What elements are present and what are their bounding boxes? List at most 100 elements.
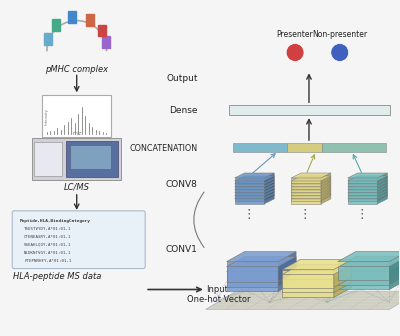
Text: NLDKNTVGY,A*01:01,1: NLDKNTVGY,A*01:01,1 [24,251,72,255]
Polygon shape [378,173,387,183]
Text: SSEAHLQOY,A*01:01,1: SSEAHLQOY,A*01:01,1 [24,243,72,247]
Polygon shape [264,179,274,189]
Polygon shape [348,179,387,184]
Polygon shape [291,199,321,204]
Polygon shape [226,266,278,287]
Polygon shape [338,257,400,266]
Text: ⋮: ⋮ [355,208,368,221]
Text: LC/MS: LC/MS [64,183,90,192]
Polygon shape [264,176,274,186]
Polygon shape [348,184,378,189]
Polygon shape [291,194,331,199]
Polygon shape [234,184,264,189]
Polygon shape [291,181,321,186]
Polygon shape [234,176,274,181]
Text: ⋮: ⋮ [299,208,311,221]
Polygon shape [348,181,378,186]
Polygon shape [389,252,400,280]
Polygon shape [378,182,387,192]
Polygon shape [348,178,378,183]
Polygon shape [234,199,264,204]
Text: CONV8: CONV8 [166,180,198,190]
Polygon shape [234,181,264,186]
Bar [44,33,52,45]
Polygon shape [348,191,387,196]
Bar [42,95,112,137]
Polygon shape [264,188,274,198]
Text: Presenter: Presenter [277,30,314,39]
Polygon shape [321,188,331,198]
Polygon shape [321,173,331,183]
Polygon shape [348,194,387,199]
Bar [287,143,322,152]
Text: Intensity: Intensity [45,108,49,125]
Polygon shape [338,266,389,285]
Bar [86,14,94,26]
Polygon shape [378,185,387,195]
Polygon shape [291,179,331,184]
Polygon shape [321,185,331,195]
Polygon shape [234,185,274,190]
Polygon shape [226,252,296,262]
Bar [34,142,62,176]
Polygon shape [234,194,274,199]
Polygon shape [338,262,400,271]
Polygon shape [378,194,387,204]
Polygon shape [321,176,331,186]
Polygon shape [206,292,400,309]
Polygon shape [264,182,274,192]
Circle shape [331,44,349,61]
Polygon shape [291,182,331,187]
Polygon shape [389,257,400,285]
Polygon shape [234,191,274,196]
Polygon shape [264,194,274,204]
Polygon shape [291,188,331,193]
Polygon shape [334,264,352,292]
Polygon shape [264,191,274,201]
Bar [66,141,118,177]
Text: FTEPNRHFY,A*01:01,1: FTEPNRHFY,A*01:01,1 [24,259,72,263]
Bar [102,36,110,48]
Polygon shape [226,271,278,292]
Polygon shape [291,191,331,196]
Polygon shape [378,179,387,189]
Polygon shape [226,262,296,271]
Text: Input:
One-hot Vector: Input: One-hot Vector [187,285,250,304]
Polygon shape [226,257,296,266]
Polygon shape [234,188,274,193]
Polygon shape [291,187,321,192]
Polygon shape [234,182,274,187]
Polygon shape [278,252,296,282]
Bar [32,138,121,180]
Polygon shape [321,182,331,192]
Polygon shape [264,185,274,195]
Polygon shape [348,199,378,204]
Text: m/z: m/z [72,130,81,135]
Polygon shape [291,173,331,178]
Polygon shape [278,262,296,292]
Polygon shape [291,178,321,183]
Bar [322,143,386,152]
Text: Peptide,HLA,BindingCategory: Peptide,HLA,BindingCategory [19,219,90,223]
Polygon shape [348,182,387,187]
Polygon shape [378,188,387,198]
Polygon shape [291,185,331,190]
Text: CONCATENATION: CONCATENATION [130,143,198,153]
Polygon shape [234,196,264,201]
Polygon shape [348,173,387,178]
Polygon shape [321,179,331,189]
Polygon shape [321,194,331,204]
Polygon shape [291,176,331,181]
Polygon shape [226,262,278,282]
Bar [68,11,76,23]
Polygon shape [338,262,389,280]
Bar [70,145,112,169]
Polygon shape [234,187,264,192]
Bar [228,105,390,115]
Bar [98,25,106,37]
Polygon shape [291,193,321,198]
Polygon shape [234,193,264,198]
Polygon shape [338,252,400,262]
Polygon shape [334,260,352,288]
Polygon shape [334,269,352,297]
